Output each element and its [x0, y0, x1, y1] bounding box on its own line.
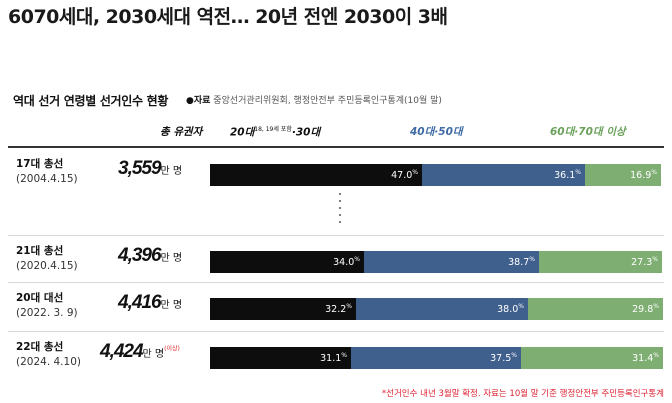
data-label-value: 16.9	[630, 170, 652, 182]
data-label-value: 47.0	[391, 170, 413, 182]
bar-segment-20s-30s: 32.2%	[210, 298, 356, 320]
header-rule	[8, 146, 664, 148]
voters-unit: 만 명	[160, 253, 183, 264]
total-voters: 4,424만 명(이상)	[100, 341, 180, 363]
data-label: 38.7%	[508, 256, 535, 268]
data-label: 47.0%	[391, 169, 418, 181]
voters-note: (이상)	[164, 345, 180, 353]
data-label-unit: %	[653, 303, 659, 310]
data-label-unit: %	[652, 256, 658, 263]
data-label-unit: %	[412, 169, 418, 176]
source-text: 중앙선거관리위원회, 행정안전부 주민등록인구통계(10월 말)	[213, 96, 442, 106]
data-label: 29.8%	[632, 303, 659, 315]
bar-segment-40s-50s: 38.7%	[364, 251, 539, 273]
election-date: (2004.4.15)	[16, 173, 78, 185]
young-tail: ·30대	[291, 126, 321, 139]
bar-segment-20s-30s: 47.0%	[210, 164, 422, 186]
bar-segment-60s-70s: 31.4%	[521, 347, 663, 369]
data-label-value: 37.5	[490, 353, 512, 365]
election-date: (2020.4.15)	[16, 260, 78, 272]
data-label: 31.1%	[320, 352, 347, 364]
data-label-unit: %	[575, 169, 581, 176]
voters-value: 4,396	[118, 245, 162, 266]
data-label: 37.5%	[490, 352, 517, 364]
bar-segment-40s-50s: 36.1%	[422, 164, 585, 186]
data-label-value: 31.1	[320, 353, 342, 365]
election-name: 17대 총선	[16, 158, 64, 170]
data-label-value: 36.1	[554, 170, 576, 182]
bar-segment-60s-70s: 16.9%	[585, 164, 661, 186]
bar-segment-60s-70s: 29.8%	[528, 298, 663, 320]
data-label-unit: %	[354, 256, 360, 263]
row-divider	[8, 235, 664, 236]
data-label: 31.4%	[632, 352, 659, 364]
data-label: 32.2%	[325, 303, 352, 315]
source-note: ●자료 중앙선거관리위원회, 행정안전부 주민등록인구통계(10월 말)	[186, 93, 442, 106]
data-label-unit: %	[346, 303, 352, 310]
data-label-value: 34.0	[333, 257, 355, 269]
chart-title: 역대 선거 연령별 선거인수 현황	[13, 94, 169, 108]
data-label-unit: %	[341, 352, 347, 359]
bar-segment-60s-70s: 27.3%	[539, 251, 662, 273]
row-divider	[8, 331, 664, 332]
voters-unit: 만 명	[142, 349, 165, 360]
footnote: *선거인수 내년 3월말 확정. 자료는 10월 말 기준 행정안전부 주민등록…	[381, 389, 664, 399]
data-label-unit: %	[511, 352, 517, 359]
total-voters: 4,416만 명	[118, 292, 182, 314]
voters-unit: 만 명	[160, 166, 183, 177]
data-label-value: 29.8	[632, 304, 654, 316]
total-voters: 3,559만 명	[118, 158, 182, 180]
election-name: 22대 총선	[16, 341, 64, 353]
election-name: 20대 대선	[16, 292, 64, 304]
bar-segment-40s-50s: 38.0%	[356, 298, 528, 320]
column-header-young: 20대18, 19세 포함·30대	[230, 124, 320, 140]
voters-value: 3,559	[118, 158, 162, 179]
young-sup: 18, 19세 포함	[254, 126, 292, 133]
data-label-unit: %	[653, 352, 659, 359]
data-label-value: 38.0	[497, 304, 519, 316]
voters-unit: 만 명	[160, 300, 183, 311]
election-name: 21대 총선	[16, 245, 64, 257]
voters-value: 4,416	[118, 292, 162, 313]
data-label-value: 38.7	[508, 257, 530, 269]
data-label-unit: %	[651, 169, 657, 176]
data-label-value: 32.2	[325, 304, 347, 316]
election-date: (2022. 3. 9)	[16, 307, 78, 319]
column-header-middle: 40대·50대	[410, 126, 463, 138]
data-label-value: 31.4	[632, 353, 654, 365]
young-main: 20대	[230, 126, 255, 139]
column-header-total: 총 유권자	[160, 126, 203, 138]
total-voters: 4,396만 명	[118, 245, 182, 267]
data-label-unit: %	[518, 303, 524, 310]
column-header-old: 60대·70대 이상	[550, 126, 626, 138]
data-label: 27.3%	[631, 256, 658, 268]
voters-value: 4,424	[100, 341, 144, 362]
bar-segment-40s-50s: 37.5%	[351, 347, 521, 369]
data-label: 36.1%	[554, 169, 581, 181]
source-label: ●자료	[186, 96, 211, 106]
data-label: 38.0%	[497, 303, 524, 315]
ellipsis-dots	[338, 193, 342, 228]
data-label: 34.0%	[333, 256, 360, 268]
data-label: 16.9%	[630, 169, 657, 181]
row-divider	[8, 282, 664, 283]
bar-segment-20s-30s: 31.1%	[210, 347, 351, 369]
headline: 6070세대, 2030세대 역전… 20년 전엔 2030이 3배	[8, 6, 448, 28]
data-label-value: 27.3	[631, 257, 653, 269]
election-date: (2024. 4.10)	[16, 356, 81, 368]
data-label-unit: %	[529, 256, 535, 263]
bar-segment-20s-30s: 34.0%	[210, 251, 364, 273]
